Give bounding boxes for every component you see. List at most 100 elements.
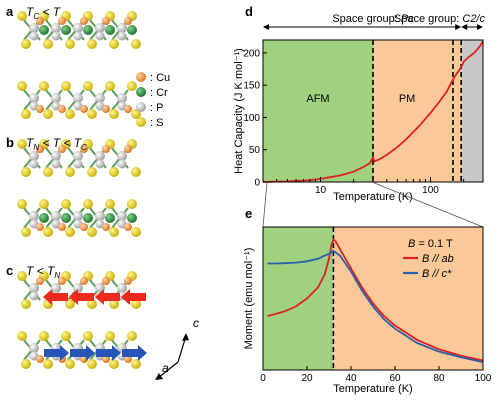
cu-atom [36,355,44,363]
p-atom [29,93,39,103]
cu-atom [58,145,66,153]
legend-p-label: : P [150,102,163,114]
legend-cu-swatch [136,72,146,82]
s-atom [109,359,119,369]
s-atom [105,81,115,91]
legend-label-1: B // c* [422,268,452,280]
cr-atom [105,25,115,35]
spin-arrow-head [69,289,78,305]
p-atom [51,151,61,161]
region-0 [263,227,334,370]
moment-line-1 [267,249,484,363]
spin-arrow [95,289,120,305]
p-atom [73,23,83,33]
cu-atom [124,17,132,25]
moment-chart: B = 0.1 TB // abB // c*0 20 40 60 80 100Tempe… [243,181,492,395]
cr-atom [127,25,137,35]
s-atom [43,227,53,237]
space-group-2-arrow-left [461,24,468,30]
spin-arrow-head [112,345,121,361]
panel-d-letter: d [245,4,253,19]
spin-arrow-head [95,289,104,305]
region-2 [461,40,483,182]
spin-arrow-head [138,345,147,361]
cu-atom [58,17,66,25]
s-atom [87,359,97,369]
spin-arrow-head [43,289,52,305]
p-atom [95,159,105,169]
space-group-1-prefix: Space group: [332,13,401,25]
s-atom [21,167,31,177]
cu-atom [102,277,110,285]
p-atom [73,31,83,41]
panel-c-condition: T < TN [26,264,60,280]
s-atom [131,167,141,177]
cu-atom [124,277,132,285]
panel-e-letter: e [245,206,252,221]
panel-b-letter: b [6,135,14,150]
cu-atom [102,223,110,231]
cr-atom [83,25,93,35]
x-axis-label: Temperature (K) [333,383,412,395]
spin-arrow-shaft [96,349,112,357]
cu-atom [80,17,88,25]
legend-cu-label: : Cu [150,72,170,84]
spin-arrow-shaft [70,349,86,357]
cr-atom [61,213,71,223]
p-atom [51,93,61,103]
y-tick-label: 150 [243,81,260,92]
y-axis-label: Heat Capacity (J K mol⁻¹) [233,48,245,174]
panel-c-letter: c [6,263,13,278]
spin-arrow [96,345,121,361]
s-atom [21,299,31,309]
s-atom [87,109,97,119]
s-atom [17,81,27,91]
spin-arrow [122,345,147,361]
axis-c-label: c [193,316,199,330]
s-atom [131,299,141,309]
space-group-1-label: Space group: Pc [332,13,414,25]
s-atom [65,109,75,119]
layer-chain [17,81,141,119]
x-tick-label: 80 [433,373,445,384]
spin-arrow [43,289,68,305]
p-atom [95,31,105,41]
cr-atom [83,213,93,223]
s-atom [83,199,93,209]
cu-atom [58,277,66,285]
p-atom [95,93,105,103]
spin-arrow-head [86,345,95,361]
p-atom [73,283,83,293]
s-atom [83,331,93,341]
p-atom [29,31,39,41]
p-atom [117,23,127,33]
s-atom [21,109,31,119]
spin-arrow-shaft [52,293,68,301]
y-axis-label: Moment (emu mol⁻¹) [243,248,255,350]
cu-atom [102,105,110,113]
zoom-connector [262,181,268,228]
p-atom [95,151,105,161]
legend-title-value: = 0.1 T [415,238,453,250]
s-atom [109,109,119,119]
y-tick-label: 200 [243,48,260,59]
cu-atom [58,223,66,231]
space-group-2-arrow-right [477,24,483,30]
s-atom [87,227,97,237]
cu-atom [124,223,132,231]
p-atom [117,159,127,169]
x-tick-label: 10 [315,185,327,196]
cu-atom [36,17,44,25]
space-group-2-name: C2/c [462,13,485,25]
s-atom [65,39,75,49]
s-atom [87,39,97,49]
cr-atom [61,25,71,35]
cu-atom [36,105,44,113]
heat-capacity-line [262,40,484,183]
x-axis-label: Temperature (K) [333,191,412,203]
spin-arrow-head [60,345,69,361]
s-atom [43,109,53,119]
layer-chain [17,271,141,309]
p-atom [29,283,39,293]
legend-cr-label: : Cr [150,87,168,99]
